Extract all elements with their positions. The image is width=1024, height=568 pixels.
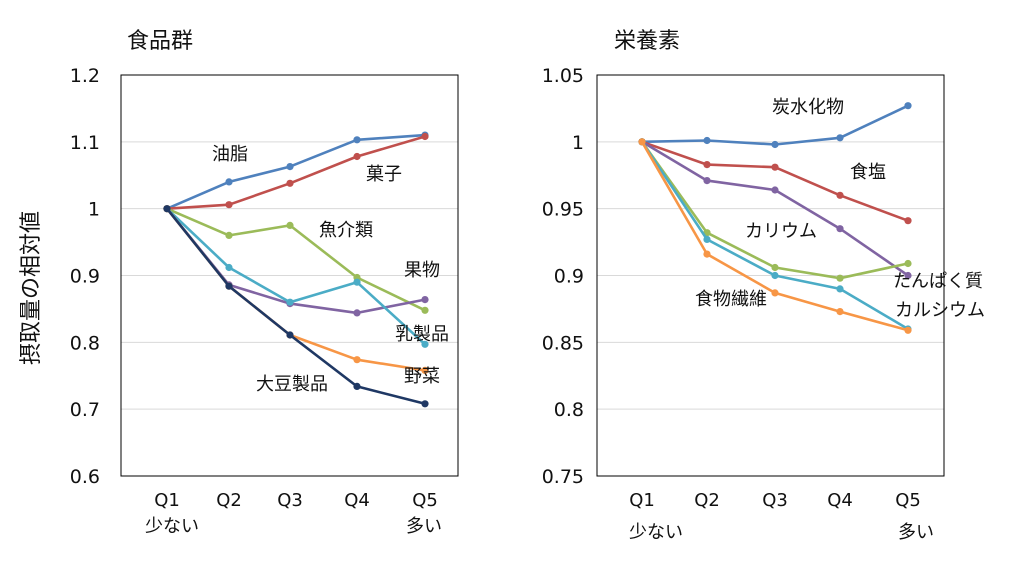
data-point — [225, 178, 233, 186]
y-tick-label: 1.05 — [542, 65, 584, 87]
series-label: 乳製品 — [395, 324, 449, 345]
nutrient-chart: 栄養素 0.75 0.8 0.85 0.9 0.95 1 1.05 Q1 Q2 Q3 Q4 Q5 少ない 多… — [542, 29, 985, 543]
data-point — [421, 366, 429, 374]
data-point — [421, 306, 429, 314]
series-label: 果物 — [404, 260, 440, 281]
x-tick-label: Q2 — [694, 490, 720, 511]
x-tick-label: Q3 — [762, 490, 788, 511]
series-line — [165, 207, 426, 372]
data-point — [771, 289, 779, 297]
data-point — [836, 285, 844, 293]
data-point — [771, 271, 779, 280]
y-tick-label: 0.7 — [70, 399, 100, 421]
data-point — [703, 136, 711, 145]
series-label: 食塩 — [850, 162, 886, 183]
series-label: 野菜 — [404, 366, 440, 387]
data-point — [836, 308, 844, 316]
data-point — [353, 136, 361, 144]
data-point — [904, 102, 912, 110]
data-point — [836, 274, 844, 282]
data-point — [421, 296, 429, 304]
data-point — [836, 191, 844, 199]
series-label: 油脂 — [212, 144, 248, 165]
data-point — [703, 177, 711, 185]
x-tick-label: Q4 — [344, 490, 370, 511]
y-tick-label: 1 — [88, 199, 100, 221]
x-tick-label: Q1 — [154, 490, 180, 511]
plot-frame — [596, 74, 945, 477]
series-label: 菓子 — [366, 164, 402, 185]
x-tick-label: Q2 — [216, 490, 242, 511]
data-point — [421, 400, 429, 408]
data-point — [836, 134, 844, 142]
y-tick-label: 1 — [572, 132, 584, 154]
data-point — [225, 201, 233, 209]
series-label: 魚介類 — [319, 220, 373, 241]
x-tick-label: Q1 — [629, 490, 655, 511]
data-point — [836, 225, 844, 233]
y-tick-label: 0.6 — [70, 466, 100, 488]
x-tick-label: Q5 — [412, 490, 438, 511]
data-point — [163, 205, 171, 213]
data-point — [286, 298, 294, 306]
series-label: カリウム — [745, 221, 817, 242]
data-point — [353, 278, 361, 286]
data-point — [771, 163, 779, 171]
y-tick-label: 0.85 — [542, 332, 584, 354]
y-tick-label: 0.9 — [70, 266, 100, 288]
data-point — [904, 217, 912, 225]
y-tick-label: 0.8 — [70, 332, 100, 354]
data-point — [225, 231, 233, 239]
series-label: 大豆製品 — [256, 374, 328, 395]
data-point — [904, 271, 912, 280]
data-point — [771, 140, 779, 149]
x-tick-label: Q5 — [895, 490, 921, 511]
data-point — [771, 263, 779, 272]
x-sublabel-high: 多い — [898, 522, 934, 543]
series-label: 炭水化物 — [772, 97, 844, 118]
data-point — [225, 263, 233, 272]
series-label: 食物繊維 — [695, 289, 767, 310]
data-point — [703, 235, 711, 243]
y-tick-label: 0.9 — [554, 266, 584, 288]
y-tick-label: 0.8 — [554, 399, 584, 421]
data-point — [286, 331, 294, 339]
data-point — [353, 356, 361, 364]
y-tick-label: 0.75 — [542, 466, 584, 488]
chart-title: 食品群 — [127, 29, 193, 54]
y-tick-label: 0.95 — [542, 199, 584, 221]
chart-title: 栄養素 — [614, 29, 680, 54]
data-point — [353, 309, 361, 317]
series-line — [166, 207, 426, 312]
data-point — [421, 340, 429, 348]
series-label: たんぱく質 — [893, 271, 983, 292]
plot-frame — [120, 74, 459, 477]
data-point — [771, 186, 779, 194]
series-label: カルシウム — [895, 300, 985, 321]
data-point — [904, 326, 912, 334]
x-tick-label: Q3 — [277, 490, 303, 511]
y-tick-label: 1.2 — [70, 65, 100, 87]
data-point — [286, 179, 294, 187]
food-group-chart: 食品群 0.6 0.7 0.8 0.9 1 1.1 1.2 Q1 Q2 Q3 Q4 Q5 少ない 多い 油脂菓… — [70, 29, 459, 537]
data-point — [286, 163, 294, 171]
y-axis-label: 摂取量の相対値 — [19, 211, 44, 365]
data-point — [286, 221, 294, 229]
data-point — [421, 132, 429, 141]
x-sublabel-high: 多い — [406, 516, 442, 537]
data-point — [353, 152, 361, 161]
x-tick-label: Q4 — [827, 490, 853, 511]
data-point — [353, 382, 361, 390]
y-tick-label: 1.1 — [70, 132, 100, 154]
data-point — [225, 282, 233, 290]
data-point — [904, 259, 912, 268]
data-point — [638, 138, 646, 146]
x-sublabel-low: 少ない — [145, 516, 199, 537]
data-point — [703, 161, 711, 169]
data-point — [703, 250, 711, 258]
x-sublabel-low: 少ない — [629, 522, 683, 543]
